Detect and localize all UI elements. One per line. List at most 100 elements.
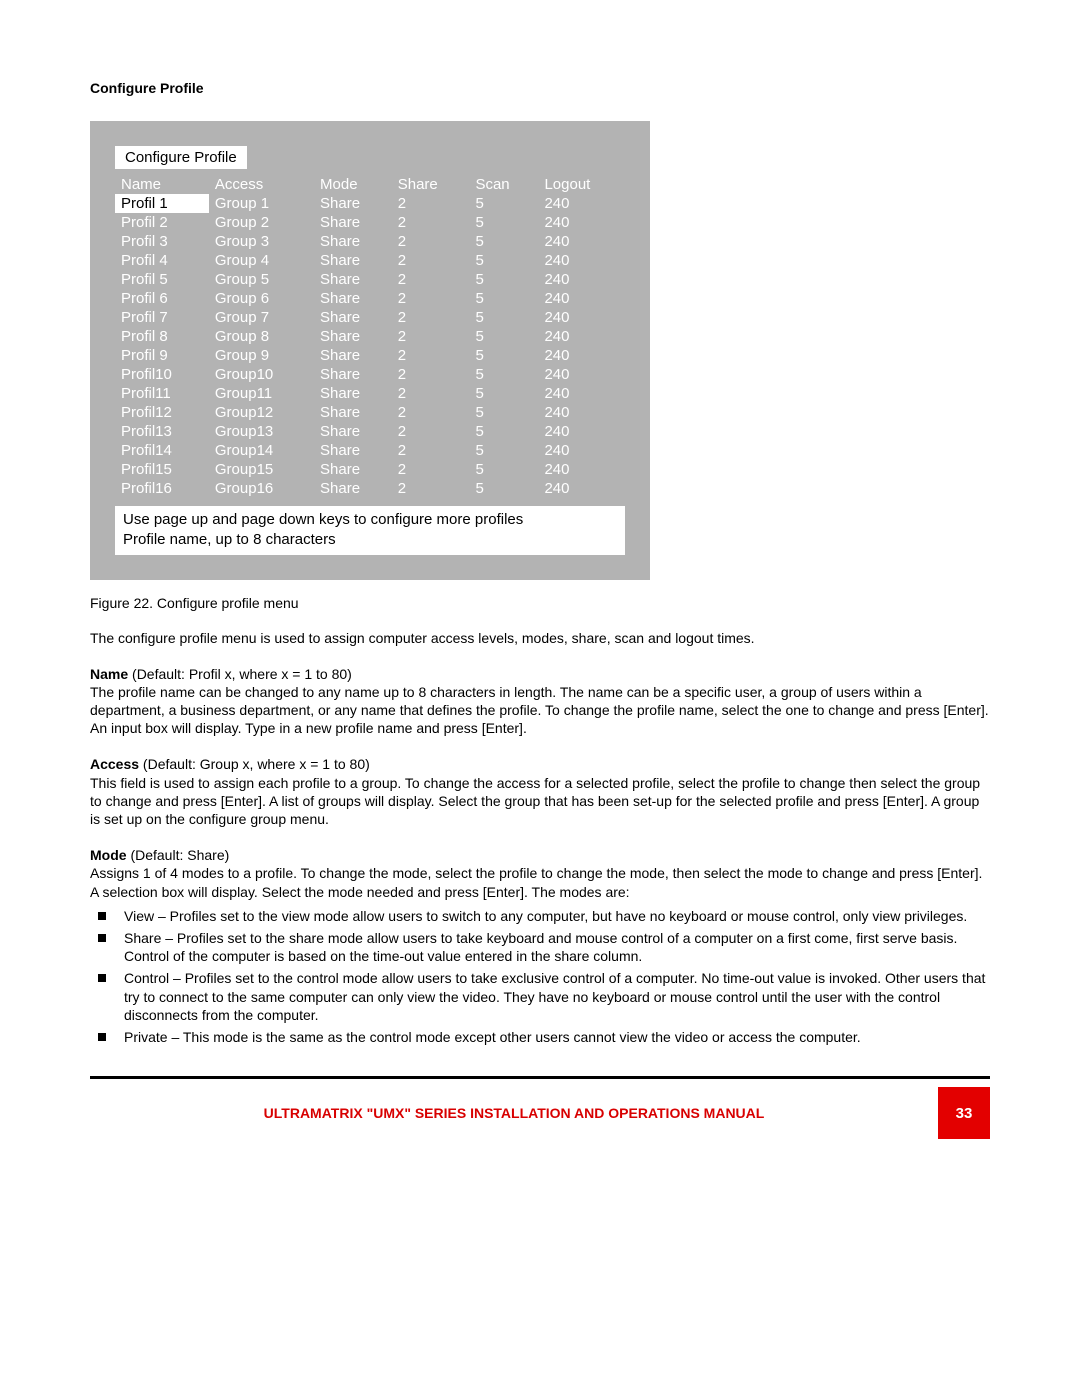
- table-row: Profil 2Group 2Share25240: [115, 213, 625, 232]
- table-cell: 240: [538, 403, 625, 422]
- table-body: Profil 1Group 1Share25240Profil 2Group 2…: [115, 194, 625, 498]
- table-cell: 5: [469, 308, 538, 327]
- table-cell: 2: [392, 213, 470, 232]
- section-header: Configure Profile: [90, 80, 990, 96]
- hint-line: Use page up and page down keys to config…: [123, 510, 617, 530]
- table-cell: Share: [314, 213, 392, 232]
- table-row: Profil 8Group 8Share25240: [115, 327, 625, 346]
- table-cell: Group 7: [209, 308, 314, 327]
- table-row: Profil 5Group 5Share25240: [115, 270, 625, 289]
- table-cell: Group 9: [209, 346, 314, 365]
- table-cell: 2: [392, 460, 470, 479]
- field-mode: Mode (Default: Share) Assigns 1 of 4 mod…: [90, 846, 990, 1046]
- table-cell: Group 4: [209, 251, 314, 270]
- table-cell: 240: [538, 365, 625, 384]
- table-col-header: Logout: [538, 175, 625, 194]
- field-label: Mode: [90, 847, 127, 863]
- table-cell: 5: [469, 460, 538, 479]
- table-cell: 5: [469, 194, 538, 213]
- table-cell: Profil 1: [115, 194, 209, 213]
- mode-list-item: Share – Profiles set to the share mode a…: [90, 929, 990, 965]
- table-cell: Share: [314, 403, 392, 422]
- table-cell: 240: [538, 289, 625, 308]
- table-cell: Profil14: [115, 441, 209, 460]
- table-cell: 240: [538, 308, 625, 327]
- table-cell: 240: [538, 213, 625, 232]
- profile-table: NameAccessModeShareScanLogout Profil 1Gr…: [115, 175, 625, 498]
- table-cell: Group 6: [209, 289, 314, 308]
- table-cell: Profil 4: [115, 251, 209, 270]
- table-col-header: Share: [392, 175, 470, 194]
- field-text: Assigns 1 of 4 modes to a profile. To ch…: [90, 865, 982, 899]
- table-row: Profil 1Group 1Share25240: [115, 194, 625, 213]
- table-cell: Group13: [209, 422, 314, 441]
- table-cell: Share: [314, 441, 392, 460]
- figure-caption: Figure 22. Configure profile menu: [90, 595, 990, 611]
- table-row: Profil 7Group 7Share25240: [115, 308, 625, 327]
- table-cell: Profil 8: [115, 327, 209, 346]
- table-cell: 2: [392, 308, 470, 327]
- table-cell: Share: [314, 422, 392, 441]
- mode-list-item: Control – Profiles set to the control mo…: [90, 969, 990, 1024]
- field-default: (Default: Share): [127, 847, 230, 863]
- table-row: Profil 9Group 9Share25240: [115, 346, 625, 365]
- table-cell: Group15: [209, 460, 314, 479]
- table-cell: 2: [392, 479, 470, 498]
- table-cell: 240: [538, 384, 625, 403]
- table-cell: Group11: [209, 384, 314, 403]
- table-header-row: NameAccessModeShareScanLogout: [115, 175, 625, 194]
- table-cell: 5: [469, 441, 538, 460]
- table-cell: 2: [392, 251, 470, 270]
- table-cell: 240: [538, 232, 625, 251]
- table-cell: Share: [314, 384, 392, 403]
- table-cell: 5: [469, 251, 538, 270]
- table-cell: Profil 5: [115, 270, 209, 289]
- table-cell: Group 5: [209, 270, 314, 289]
- table-row: Profil11Group11Share25240: [115, 384, 625, 403]
- table-row: Profil12Group12Share25240: [115, 403, 625, 422]
- field-label: Name: [90, 666, 128, 682]
- menu-hint: Use page up and page down keys to config…: [115, 506, 625, 555]
- table-cell: Profil 9: [115, 346, 209, 365]
- table-cell: 2: [392, 365, 470, 384]
- table-cell: 2: [392, 422, 470, 441]
- table-row: Profil16Group16Share25240: [115, 479, 625, 498]
- table-cell: Group16: [209, 479, 314, 498]
- table-cell: Profil 3: [115, 232, 209, 251]
- table-cell: 5: [469, 384, 538, 403]
- table-cell: Profil 6: [115, 289, 209, 308]
- table-cell: 2: [392, 403, 470, 422]
- configure-profile-menu: Configure Profile NameAccessModeShareSca…: [90, 121, 650, 580]
- page-footer: ULTRAMATRIX "UMX" SERIES INSTALLATION AN…: [90, 1087, 990, 1139]
- table-row: Profil 3Group 3Share25240: [115, 232, 625, 251]
- hint-line: Profile name, up to 8 characters: [123, 530, 617, 550]
- mode-list-item: View – Profiles set to the view mode all…: [90, 907, 990, 925]
- field-label: Access: [90, 756, 139, 772]
- page-number-badge: 33: [938, 1087, 990, 1139]
- intro-text: The configure profile menu is used to as…: [90, 629, 990, 647]
- table-row: Profil13Group13Share25240: [115, 422, 625, 441]
- table-cell: 2: [392, 384, 470, 403]
- mode-list-item: Private – This mode is the same as the c…: [90, 1028, 990, 1046]
- table-col-header: Name: [115, 175, 209, 194]
- table-cell: Profil16: [115, 479, 209, 498]
- table-cell: 2: [392, 194, 470, 213]
- table-cell: Profil12: [115, 403, 209, 422]
- table-cell: 5: [469, 422, 538, 441]
- footer-title: ULTRAMATRIX "UMX" SERIES INSTALLATION AN…: [90, 1087, 938, 1139]
- field-text: The profile name can be changed to any n…: [90, 684, 989, 736]
- table-row: Profil15Group15Share25240: [115, 460, 625, 479]
- table-cell: 240: [538, 422, 625, 441]
- table-cell: 240: [538, 194, 625, 213]
- table-cell: Share: [314, 270, 392, 289]
- field-default: (Default: Profil x, where x = 1 to 80): [128, 666, 352, 682]
- table-cell: Group 3: [209, 232, 314, 251]
- table-cell: Group12: [209, 403, 314, 422]
- table-cell: 2: [392, 289, 470, 308]
- table-cell: Profil11: [115, 384, 209, 403]
- table-cell: Group14: [209, 441, 314, 460]
- table-cell: Profil15: [115, 460, 209, 479]
- table-cell: Share: [314, 289, 392, 308]
- menu-title: Configure Profile: [115, 146, 247, 169]
- table-cell: 5: [469, 327, 538, 346]
